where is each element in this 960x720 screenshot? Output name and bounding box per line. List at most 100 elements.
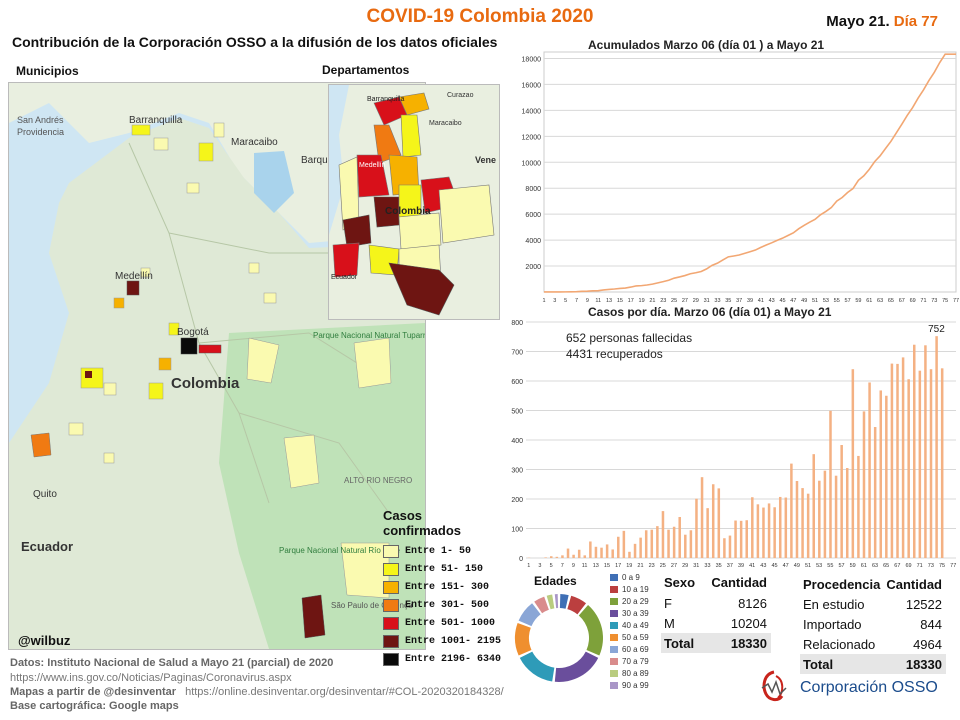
daily-bar — [633, 543, 637, 558]
cum-xtick-label: 39 — [747, 298, 753, 304]
dept-place-medellin: Medellín — [359, 162, 386, 169]
age-legend-swatch — [610, 585, 618, 593]
age-legend-label: 80 a 89 — [622, 668, 649, 678]
proc-estudio-value: 12522 — [905, 596, 942, 612]
sexo-total-label: Total — [664, 635, 695, 651]
daily-bar — [806, 493, 810, 558]
age-slice — [554, 651, 599, 682]
place-barranquilla: Barranquilla — [129, 115, 183, 126]
footer-datos-url[interactable]: https://www.ins.gov.co/Noticias/Paginas/… — [10, 672, 292, 684]
daily-ytick-label: 200 — [511, 497, 523, 504]
daily-bar — [767, 503, 771, 558]
daily-bar — [773, 507, 776, 558]
daily-xtick-label: 19 — [626, 563, 632, 568]
daily-bar — [644, 530, 648, 558]
daily-xtick-label: 65 — [883, 563, 889, 568]
cum-xtick-label: 9 — [586, 298, 589, 304]
muni-amazonas-2 — [340, 542, 390, 599]
cum-xtick-label: 31 — [704, 298, 710, 304]
dept-place-maracaibo: Maracaibo — [429, 120, 462, 127]
muni-ant-2 — [140, 267, 151, 278]
daily-xtick-label: 15 — [604, 563, 610, 568]
age-legend-item: 70 a 79 — [610, 655, 649, 667]
proc-total-row: Total 18330 — [800, 654, 946, 674]
age-legend-item: 0 a 9 — [610, 571, 649, 583]
cum-xtick-label: 63 — [877, 298, 883, 304]
legend-title-1: Casos — [383, 508, 423, 523]
age-legend-label: 20 a 29 — [622, 596, 649, 606]
daily-bar — [751, 497, 754, 558]
muni-south-1 — [68, 422, 84, 436]
cum-xtick-label: 41 — [758, 298, 764, 304]
municipios-label: Municipios — [16, 64, 79, 78]
muni-south-2 — [103, 452, 115, 464]
muni-ant-1 — [113, 297, 125, 309]
legend-item: Entre 2196- 6340 — [383, 650, 501, 668]
daily-bar — [762, 507, 765, 558]
place-providencia: Providencia — [17, 127, 64, 137]
daily-bar — [550, 556, 553, 558]
daily-xtick-label: 11 — [582, 563, 588, 568]
daily-bar — [907, 379, 910, 558]
land-north — [9, 83, 425, 243]
daily-ytick-label: 100 — [511, 527, 523, 534]
dept-place-barranquilla: Barranquilla — [367, 96, 404, 103]
muni-north-4 — [186, 182, 200, 194]
legend-item: Entre 301- 500 — [383, 596, 501, 614]
place-quito: Quito — [33, 489, 57, 500]
cum-xtick-label: 57 — [845, 298, 851, 304]
cum-ytick-label: 2000 — [525, 264, 541, 271]
place-maracaibo: Maracaibo — [231, 137, 278, 148]
daily-bar — [589, 541, 592, 558]
muni-medellin — [126, 280, 140, 296]
cum-ytick-label: 6000 — [525, 212, 541, 219]
daily-ytick-label: 400 — [511, 438, 523, 445]
daily-xtick-label: 47 — [783, 563, 789, 568]
daily-xtick-label: 1 — [527, 563, 530, 568]
dept-antioquia — [356, 154, 390, 198]
daily-bar — [717, 488, 721, 558]
age-legend-label: 0 a 9 — [622, 572, 640, 582]
age-legend-swatch — [610, 609, 618, 617]
cum-ytick-label: 12000 — [522, 134, 542, 141]
footer-base-label: Base cartográfica: Google maps — [10, 700, 179, 712]
muni-barranquilla — [131, 124, 151, 136]
proc-row-relacionado: Relacionado 4964 — [800, 634, 946, 654]
cum-xtick-label: 19 — [639, 298, 645, 304]
daily-bar — [812, 454, 815, 558]
ages-donut — [506, 590, 612, 686]
daily-bar — [695, 498, 698, 558]
cumulative-chart: 2000 4000 6000 8000 10000 12000 14000 16000 1800… — [508, 48, 960, 310]
legend-label: Entre 2196- 6340 — [405, 653, 502, 665]
place-altorionegro: ALTO RIO NEGRO — [344, 476, 412, 485]
footer-mapas-url[interactable]: https://online.desinventar.org/desinvent… — [185, 686, 504, 698]
cum-xtick-label: 61 — [866, 298, 872, 304]
daily-xtick-label: 57 — [838, 563, 844, 568]
ages-legend: 0 a 9 10 a 19 20 a 29 30 a 39 40 a 49 50 a 59… — [610, 571, 649, 691]
cum-xtick-label: 59 — [855, 298, 861, 304]
cum-xtick-label: 35 — [725, 298, 731, 304]
daily-bar — [700, 477, 704, 558]
cum-ytick-label: 16000 — [522, 82, 542, 89]
sexo-header-cantidad: Cantidad — [711, 574, 767, 590]
age-legend-label: 60 a 69 — [622, 644, 649, 654]
age-slice — [515, 623, 532, 656]
daily-ytick-label: 700 — [511, 350, 523, 357]
departamentos-label: Departamentos — [322, 63, 410, 77]
legend: Casos confirmados Entre 1- 50 Entre 51- 1… — [383, 508, 501, 668]
daily-title: Casos por día. Marzo 06 (día 01) a Mayo … — [588, 305, 832, 319]
daily-xtick-label: 17 — [615, 563, 621, 568]
dept-meta — [398, 212, 442, 250]
legend-label: Entre 151- 300 — [405, 581, 490, 593]
daily-xtick-label: 77 — [950, 563, 956, 568]
daily-xtick-label: 39 — [738, 563, 744, 568]
footer-base: Base cartográfica: Google maps — [10, 700, 179, 712]
proc-relacionado-label: Relacionado — [803, 636, 876, 652]
daily-bar — [885, 395, 888, 558]
daily-xtick-label: 71 — [917, 563, 923, 568]
daily-bar — [661, 511, 665, 558]
age-legend-swatch — [610, 681, 618, 689]
age-slice — [554, 594, 559, 609]
departamentos-map[interactable]: Barranquilla Curazao Maracaibo Vene Mede… — [328, 84, 500, 320]
